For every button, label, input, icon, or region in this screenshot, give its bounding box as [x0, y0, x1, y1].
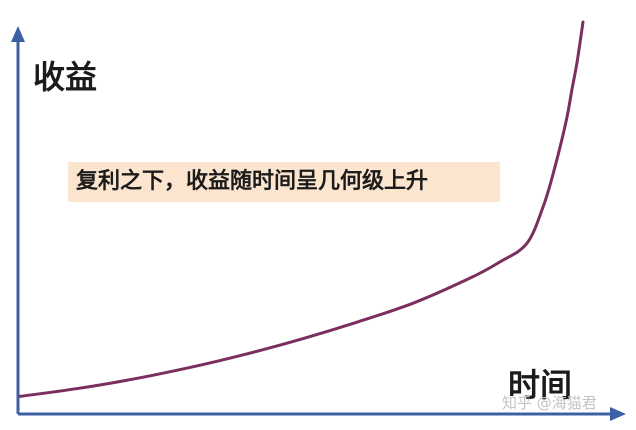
series-line-0	[20, 22, 583, 396]
watermark: 知乎 @海猫君	[502, 392, 597, 413]
y-axis-arrowhead	[11, 26, 25, 42]
x-axis-arrowhead	[610, 407, 626, 421]
annotation: 复利之下，收益随时间呈几何级上升	[68, 162, 500, 202]
series-layer	[20, 22, 583, 396]
y-axis-label: 收益	[33, 52, 97, 98]
